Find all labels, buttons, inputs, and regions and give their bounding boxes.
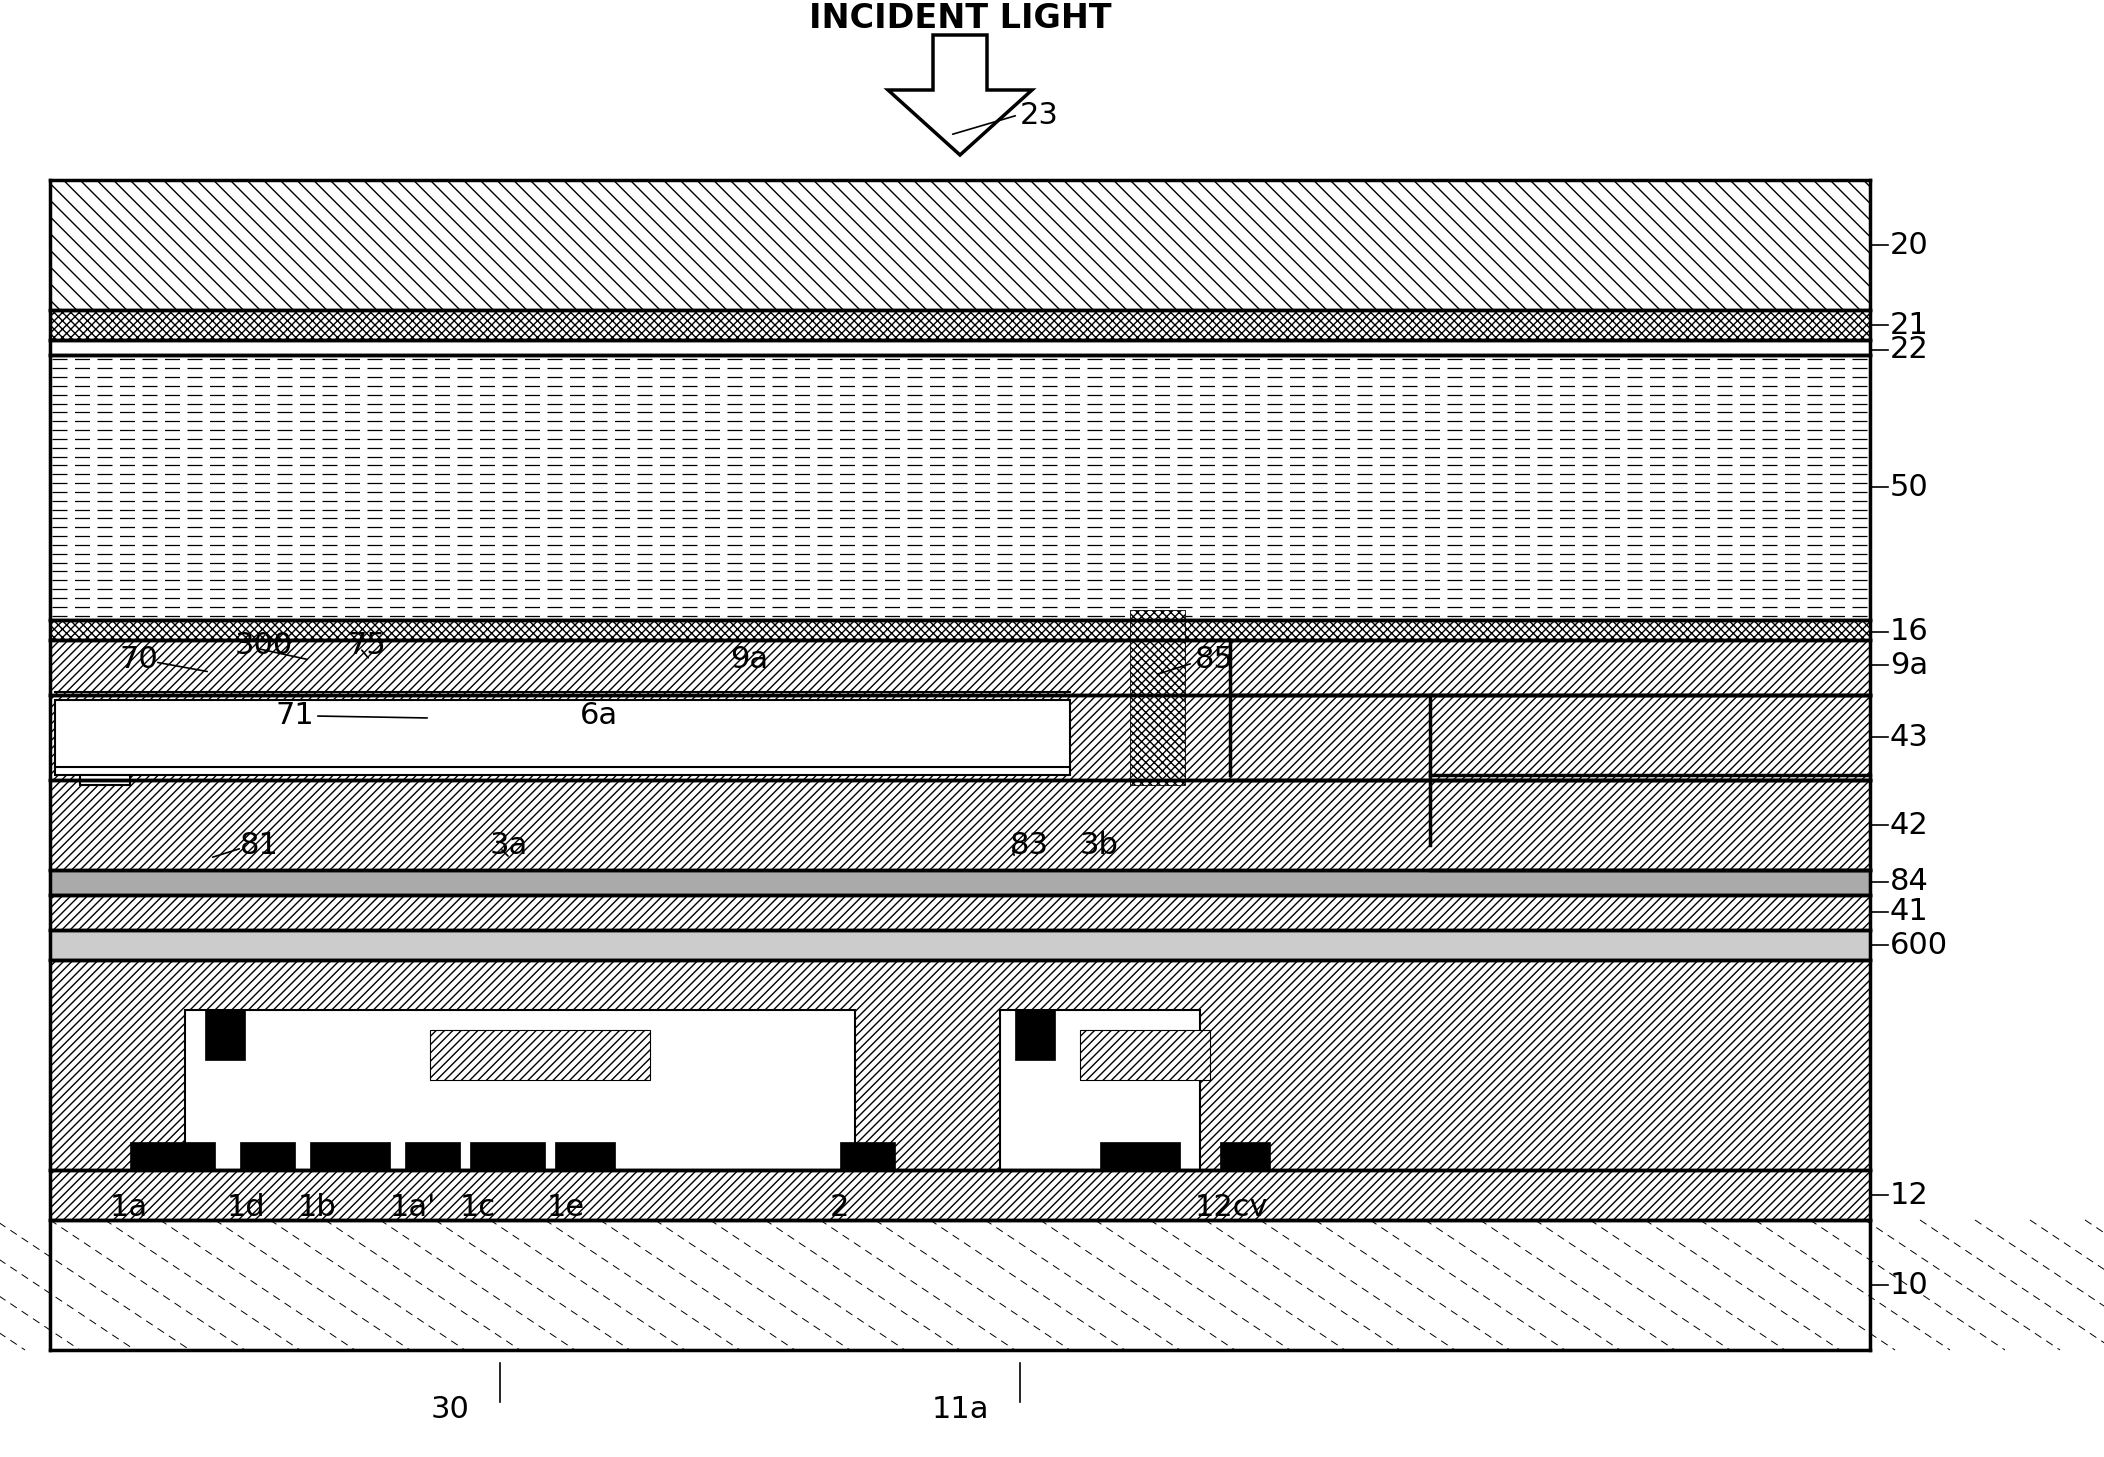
Bar	[50, 310, 1870, 339]
Text: 2: 2	[829, 1193, 850, 1222]
Bar	[1130, 610, 1185, 785]
Text: 3a: 3a	[490, 830, 528, 860]
Text: 83: 83	[1010, 830, 1050, 860]
Text: 1a': 1a'	[389, 1193, 436, 1222]
Text: 70: 70	[120, 645, 158, 675]
Bar	[555, 1142, 614, 1170]
Text: 1c: 1c	[461, 1193, 497, 1222]
Bar	[50, 640, 1870, 695]
Text: 3b: 3b	[1079, 830, 1119, 860]
Text: 23: 23	[1020, 101, 1058, 130]
Text: 20: 20	[1889, 230, 1929, 259]
Text: 22: 22	[1889, 335, 1929, 364]
Bar	[839, 1142, 894, 1170]
Bar	[50, 339, 1870, 356]
Text: 84: 84	[1889, 867, 1929, 896]
Bar	[1100, 1142, 1180, 1170]
Bar	[469, 1142, 545, 1170]
Bar	[1014, 1010, 1054, 1061]
Bar	[50, 895, 1870, 930]
Text: 9a: 9a	[730, 645, 768, 675]
Text: 11a: 11a	[932, 1396, 989, 1425]
Text: 16: 16	[1889, 618, 1929, 647]
Polygon shape	[888, 35, 1031, 154]
Bar	[50, 1220, 1870, 1351]
Bar	[50, 779, 1870, 870]
Text: 21: 21	[1889, 310, 1929, 339]
Text: 6a: 6a	[581, 701, 619, 730]
Bar	[309, 1142, 389, 1170]
Text: 42: 42	[1889, 810, 1929, 839]
Bar	[404, 1142, 461, 1170]
Text: 1d: 1d	[227, 1193, 265, 1222]
Text: 30: 30	[431, 1396, 469, 1425]
Bar	[1220, 1142, 1271, 1170]
Bar	[185, 1010, 854, 1170]
Text: 81: 81	[240, 830, 280, 860]
Text: 41: 41	[1889, 898, 1929, 927]
Text: 600: 600	[1889, 931, 1948, 960]
Bar	[999, 1010, 1199, 1170]
Text: 71: 71	[276, 701, 313, 730]
Bar	[50, 870, 1870, 895]
Text: 12cv: 12cv	[1195, 1193, 1269, 1222]
Text: 75: 75	[347, 631, 387, 660]
Bar	[130, 1142, 215, 1170]
Bar	[50, 356, 1870, 621]
Text: 1e: 1e	[547, 1193, 585, 1222]
Bar	[50, 621, 1870, 640]
Bar	[204, 1010, 244, 1061]
Bar	[50, 695, 1870, 779]
Bar	[50, 930, 1870, 960]
Bar	[50, 960, 1870, 1170]
Bar	[55, 699, 1071, 775]
Text: 43: 43	[1889, 723, 1929, 752]
Bar	[80, 775, 130, 785]
Text: 300: 300	[236, 631, 292, 660]
Bar	[1079, 1030, 1210, 1080]
Bar	[50, 1170, 1870, 1220]
Text: INCIDENT LIGHT: INCIDENT LIGHT	[808, 1, 1111, 35]
Text: 9a: 9a	[1889, 650, 1927, 679]
Text: 85: 85	[1195, 645, 1233, 675]
Text: 50: 50	[1889, 472, 1929, 501]
Text: 12: 12	[1889, 1180, 1929, 1209]
Text: 1b: 1b	[299, 1193, 337, 1222]
Text: 1a: 1a	[109, 1193, 147, 1222]
Bar	[50, 181, 1870, 310]
Bar	[429, 1030, 650, 1080]
Bar	[50, 1220, 1870, 1351]
Text: 10: 10	[1889, 1271, 1929, 1300]
Bar	[240, 1142, 295, 1170]
